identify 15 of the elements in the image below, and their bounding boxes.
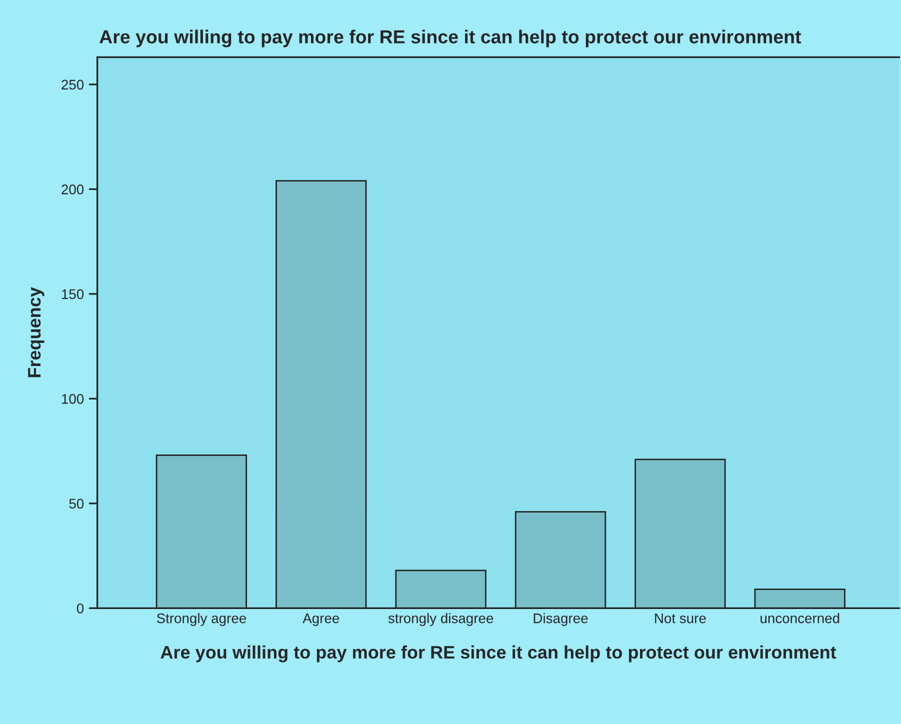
- x-tick-label: Agree: [302, 614, 340, 626]
- x-tick-label: unconcerned: [760, 613, 840, 624]
- y-axis-title: Frequency: [28, 287, 44, 378]
- x-axis-title: Are you willing to pay more for RE since it can help to protect our environment: [160, 645, 836, 662]
- y-tick-label: 200: [62, 184, 84, 194]
- y-tick-label: 250: [62, 80, 84, 90]
- x-tick-label: Not sure: [655, 614, 706, 624]
- x-tick-label: strongly disagree: [388, 613, 494, 626]
- y-tick-label: 50: [69, 498, 84, 509]
- y-tick-label: 0: [76, 603, 84, 614]
- x-tick-label: Strongly agree: [156, 613, 246, 626]
- y-tick-label: 100: [62, 394, 84, 404]
- y-tick-label: 150: [62, 289, 84, 300]
- chart-title: Are you willing to pay more for RE since it can help to protect our environment: [100, 30, 802, 48]
- x-tick-label: Disagree: [534, 613, 588, 626]
